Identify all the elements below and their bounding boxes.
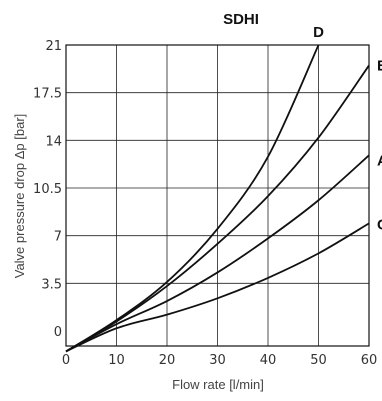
x-tick-label: 20 [159, 353, 176, 368]
series-label-a: A [377, 152, 382, 169]
x-axis-ticks: 0 10 20 30 40 50 60 [62, 353, 377, 368]
x-tick-label: 30 [209, 353, 226, 368]
y-axis-ticks: 0 3.5 7 10.5 14 17.5 21 [33, 39, 62, 340]
x-tick-label: 50 [310, 353, 327, 368]
x-tick-label: 0 [62, 353, 70, 368]
series-lines [65, 44, 370, 353]
y-tick-label: 17.5 [33, 87, 62, 102]
series-line-c [65, 222, 370, 353]
series-line-d [65, 44, 320, 353]
series-label-c: C [377, 216, 382, 233]
series-line-a [65, 154, 370, 353]
y-axis-label: Valve pressure drop Δp [bar] [12, 114, 27, 279]
y-tick-label: 7 [54, 230, 62, 245]
series-line-b [65, 64, 370, 353]
x-tick-label: 60 [361, 353, 378, 368]
plot-frame [65, 44, 370, 347]
chart-title: SDHI [223, 11, 259, 28]
series-label-d: D [313, 24, 324, 41]
x-axis-label: Flow rate [l/min] [172, 377, 264, 392]
x-tick-label: 40 [260, 353, 277, 368]
grid [66, 45, 369, 346]
y-tick-label: 0 [54, 325, 62, 340]
y-tick-label: 3.5 [41, 277, 62, 292]
y-tick-label: 14 [45, 134, 62, 149]
y-tick-label: 21 [45, 39, 62, 54]
y-tick-label: 10.5 [33, 182, 62, 197]
x-tick-label: 10 [108, 353, 125, 368]
series-label-b: B [377, 57, 382, 74]
series-labels: D B A C [313, 24, 382, 233]
